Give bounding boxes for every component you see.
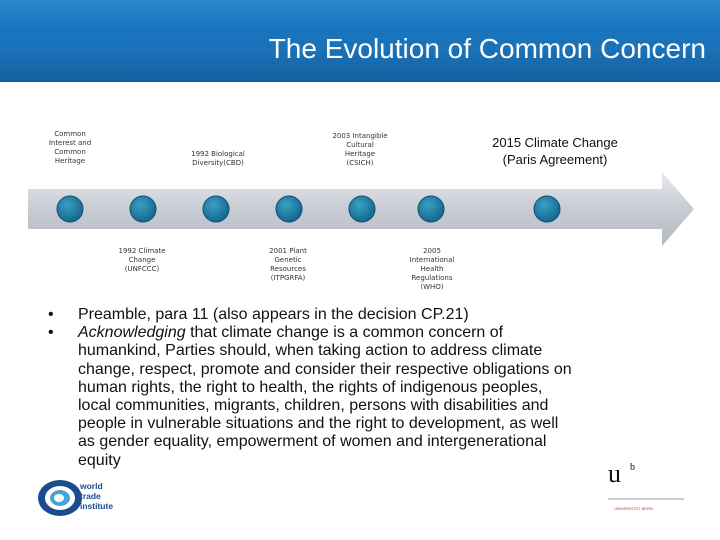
wti-word: institute xyxy=(80,501,114,511)
italic-keyword: Acknowledging xyxy=(78,324,186,342)
timeline-node xyxy=(129,195,157,223)
title-banner: The Evolution of Common Concern xyxy=(0,0,720,82)
label-common-interest: Common Interest and Common Heritage xyxy=(40,130,100,166)
label-line: 2003 Intangible xyxy=(332,132,388,140)
label-line: (UNFCCC) xyxy=(124,265,160,273)
bullet-line: change, respect, promote and consider th… xyxy=(78,360,572,378)
label-line: 2015 Climate Change xyxy=(492,135,618,150)
unibern-text: UNIVERSITÄT BERN xyxy=(614,506,653,511)
bullet-list: • Preamble, para 11 (also appears in the… xyxy=(48,306,678,470)
bullet-line: local communities, migrants, children, p… xyxy=(78,397,549,415)
label-line: Interest and xyxy=(48,139,92,147)
label-line: (ITPGRFA) xyxy=(270,274,306,282)
bullet-dot: • xyxy=(48,324,54,342)
timeline-node xyxy=(533,195,561,223)
label-paris-agreement: 2015 Climate Change (Paris Agreement) xyxy=(470,134,640,168)
label-line: Common xyxy=(54,148,86,156)
timeline-node xyxy=(275,195,303,223)
timeline-node xyxy=(348,195,376,223)
bullet-dot: • xyxy=(48,306,54,323)
label-line: International xyxy=(409,256,455,264)
line-text: that climate change is a common concern … xyxy=(185,324,504,342)
bullet-paragraph: Acknowledging that climate change is a c… xyxy=(78,324,678,470)
timeline: Common Interest and Common Heritage 1992… xyxy=(0,90,720,300)
label-unfccc: 1992 Climate Change (UNFCCC) xyxy=(104,247,180,274)
label-who-ihr: 2005 International Health Regulations (W… xyxy=(394,247,470,292)
label-line: Diversity(CBD) xyxy=(192,159,244,167)
label-itpgrfa: 2001 Plant Genetic Resources (ITPGRFA) xyxy=(250,247,326,283)
label-csich: 2003 Intangible Cultural Heritage (CSICH… xyxy=(322,132,398,168)
unibern-mark: u xyxy=(608,459,621,488)
bullet-line: people in vulnerable situations and the … xyxy=(78,415,559,433)
bullet-line: Acknowledging that climate change is a c… xyxy=(78,324,678,342)
timeline-node xyxy=(417,195,445,223)
label-line: Heritage xyxy=(344,150,376,158)
timeline-node xyxy=(56,195,84,223)
label-line: 2005 xyxy=(423,247,441,255)
timeline-node xyxy=(202,195,230,223)
label-line: Heritage xyxy=(54,157,86,165)
bullet-line: as gender equality, empowerment of women… xyxy=(78,433,547,451)
wti-word: world xyxy=(80,481,103,491)
timeline-graphic xyxy=(28,172,694,246)
label-line: Health xyxy=(420,265,444,273)
label-line: 1992 Climate xyxy=(118,247,166,255)
wti-word: trade xyxy=(80,491,101,501)
bullet-item-preamble: • Preamble, para 11 (also appears in the… xyxy=(48,306,678,324)
label-cbd: 1992 Biological Diversity(CBD) xyxy=(178,150,258,168)
bullet-line: human rights, the right to health, the r… xyxy=(78,378,543,396)
label-line: Common xyxy=(54,130,86,138)
slide-title: The Evolution of Common Concern xyxy=(268,33,706,64)
unibern-sup: b xyxy=(630,462,635,473)
bullet-item-acknowledging: • Acknowledging that climate change is a… xyxy=(48,324,678,470)
wti-wordmark: world trade institute xyxy=(80,481,113,511)
label-line: Resources xyxy=(270,265,306,273)
world-trade-institute-logo xyxy=(38,480,82,516)
bullet-text: Preamble, para 11 (also appears in the d… xyxy=(78,306,469,323)
label-line: Change xyxy=(128,256,156,264)
label-line: Genetic xyxy=(274,256,302,264)
bullet-line: equity xyxy=(78,451,121,469)
label-line: Cultural xyxy=(346,141,374,149)
bullet-line: humankind, Parties should, when taking a… xyxy=(78,342,543,360)
banner-shine xyxy=(0,0,720,30)
label-line: (Paris Agreement) xyxy=(502,152,608,167)
label-line: (WHO) xyxy=(420,283,444,291)
label-line: Regulations xyxy=(411,274,453,282)
label-line: 1992 Biological xyxy=(191,150,245,158)
university-bern-logo: u b UNIVERSITÄT BERN xyxy=(608,459,684,511)
label-line: 2001 Plant xyxy=(269,247,307,255)
label-line: (CSICH) xyxy=(346,159,374,167)
